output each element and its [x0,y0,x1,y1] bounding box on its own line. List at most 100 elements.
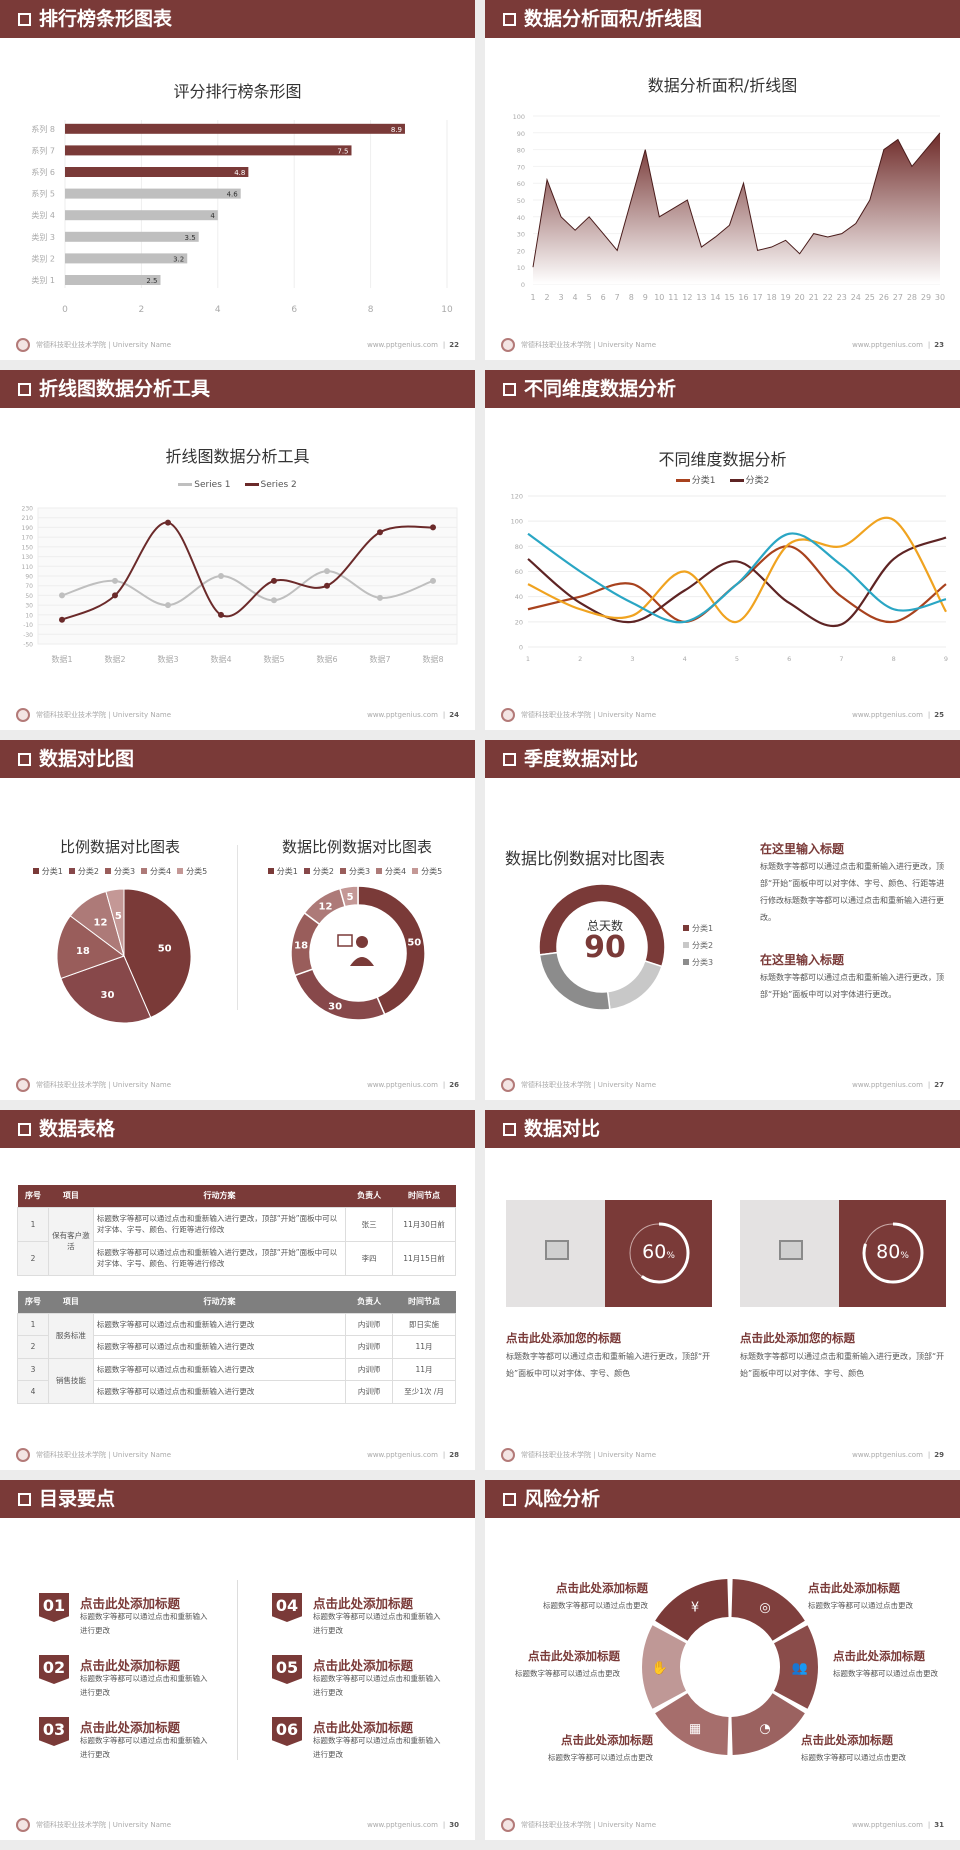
legend-item[interactable]: 分类2 [303,866,334,877]
legend-label: 分类3 [113,867,136,876]
progress-ring [862,1222,924,1284]
footer-site[interactable]: www.pptgenius.com [852,711,923,719]
item-heading[interactable]: 点击此处添加标题 [556,1581,648,1595]
card-text: 标题数字等都可以通过点击和重新输入进行更改，顶部“开始”面板中可以对字体、字号、… [740,1352,945,1378]
action-cell: 标题数字等都可以通过点击和重新输入进行更改，顶部“开始”面板中可以对字体、字号、… [92,1240,347,1276]
item-text: 标题数字等都可以通过点击和重新输入进行更改 [80,1736,208,1759]
data-table: 序号 项目 行动方案 负责人 时间节点 1 服务标准 标题数字等都可以通过点击和重新输入进行更… [17,1291,456,1404]
ring-segment[interactable] [655,1693,729,1755]
item-heading[interactable]: 点击此处添加标题 [313,1596,414,1611]
bar-data-label: 4.6 [227,191,239,199]
legend-item[interactable]: 分类4 [376,866,406,877]
footer-site[interactable]: www.pptgenius.com [852,1451,923,1459]
footer-site[interactable]: www.pptgenius.com [367,1821,438,1829]
slide-footer: 常德科技职业技术学院 | University Name www.pptgeniu… [501,708,944,722]
legend-item[interactable]: 分类5 [177,866,207,877]
footer-site[interactable]: www.pptgenius.com [367,1081,438,1089]
page-number: 23 [934,341,944,349]
row-number-cell: 3 [17,1357,49,1381]
chart-legend: 分类1 分类2 分类3 分类4 分类5 [250,866,460,877]
number-badge: 05 [272,1655,302,1684]
chart-title: 数据比例数据对比图表 [505,849,666,868]
legend-label: Series 1 [194,480,231,490]
slice-label: 30 [328,1002,342,1013]
table-header-row: 序号 项目 行动方案 负责人 时间节点 [17,1185,456,1207]
footer-site[interactable]: www.pptgenius.com [367,1451,438,1459]
project-cell: 服务标准 [47,1312,94,1359]
page-number: 28 [449,1451,459,1459]
y-tick-label: 60 [515,568,523,576]
footer-site[interactable]: www.pptgenius.com [852,1081,923,1089]
item-heading[interactable]: 点击此处添加标题 [801,1733,893,1747]
ring-segment[interactable] [731,1579,805,1641]
percent-unit: % [900,1251,909,1261]
chart-legend: 分类1 分类2 分类3 分类4 分类5 [20,866,220,877]
legend-item[interactable]: 分类3 [339,866,370,877]
legend-item[interactable]: 分类2 [729,473,769,486]
footer-site[interactable]: www.pptgenius.com [852,1821,923,1829]
table-row: 3 销售技能 标题数字等都可以通过点击和重新输入进行更改 内训师 11月 [17,1357,456,1404]
footer-site[interactable]: www.pptgenius.com [852,341,923,349]
legend-item[interactable]: 分类2 [68,866,99,877]
footer-school: 常德科技职业技术学院 | University Name [36,711,171,719]
legend-item[interactable]: 分类5 [412,866,442,877]
legend-item[interactable]: 分类2 [683,937,713,954]
column-header: 负责人 [357,1297,382,1307]
legend-swatch [412,868,419,874]
x-tick-label: 20 [795,293,805,302]
legend-swatch [675,479,690,482]
ring-segment[interactable] [655,1579,729,1641]
footer-school: 常德科技职业技术学院 | University Name [36,1081,171,1089]
ring-segment[interactable] [731,1693,805,1755]
page-number: 29 [934,1451,944,1459]
item-heading[interactable]: 点击此处添加标题 [80,1596,181,1611]
slide-header: 不同维度数据分析 [485,370,960,408]
legend-item[interactable]: 分类4 [141,866,171,877]
y-category-label: 类别 3 [31,232,55,242]
legend-item[interactable]: 分类1 [683,920,713,937]
slide-header: 数据对比 [485,1110,960,1148]
legend-item[interactable]: 分类1 [675,473,716,486]
item-heading[interactable]: 点击此处添加标题 [561,1733,653,1747]
footer-school: 常德科技职业技术学院 | University Name [521,711,656,719]
ring-segment[interactable] [642,1625,686,1709]
item-heading[interactable]: 点击此处添加标题 [80,1720,181,1735]
x-tick-label: 3 [630,655,634,663]
legend-item[interactable]: Series 1 [178,480,231,490]
y-category-label: 系列 6 [31,167,55,177]
data-point [324,582,330,589]
school-logo-icon [16,708,30,722]
item-heading[interactable]: 点击此处添加标题 [808,1581,900,1595]
y-tick-label: 80 [517,147,525,155]
bar-data-label: 4.8 [234,169,245,177]
legend-item[interactable]: 分类1 [267,866,298,877]
item-heading[interactable]: 点击此处添加标题 [833,1649,925,1663]
y-tick-label: 40 [517,214,525,222]
x-tick-label: 9 [944,655,948,663]
item-text: 标题数字等都可以通过点击更改 [543,1601,648,1610]
footer-site[interactable]: www.pptgenius.com [367,711,438,719]
pie-chart-icon: ◔ [759,1722,770,1737]
chart-title: 比例数据对比图表 [59,838,180,856]
add-image-icon[interactable] [545,1240,569,1260]
item-heading[interactable]: 点击此处添加标题 [528,1649,620,1663]
footer-site[interactable]: www.pptgenius.com [367,341,438,349]
legend-item[interactable]: 分类3 [104,866,136,877]
item-heading[interactable]: 点击此处添加标题 [80,1658,181,1673]
x-tick-label: 7 [615,293,620,302]
legend-item[interactable]: 分类3 [683,954,713,971]
x-tick-label: 7 [839,655,843,663]
deadline-cell: 11月 [392,1357,456,1381]
item-heading[interactable]: 点击此处添加标题 [313,1720,414,1735]
deadline-cell: 11月 [392,1335,456,1359]
project-cell: 销售技能 [47,1357,94,1404]
legend-item[interactable]: Series 2 [244,480,297,490]
add-image-icon[interactable] [779,1240,803,1260]
item-heading[interactable]: 点击此处添加标题 [313,1658,414,1673]
legend-swatch [683,942,689,948]
deadline-cell: 至少1次 /月 [392,1380,456,1404]
legend-item[interactable]: 分类1 [32,866,63,877]
school-logo-icon [501,1818,515,1832]
ring-segment[interactable] [774,1625,818,1709]
bar-data-label: 2.5 [146,277,157,285]
